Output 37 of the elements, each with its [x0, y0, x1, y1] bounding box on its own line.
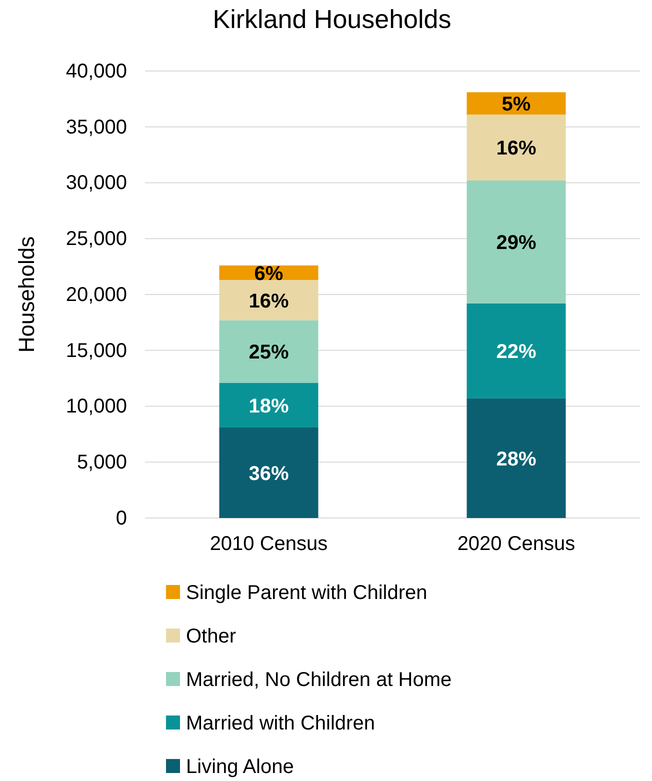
x-tick-label: 2010 Census: [210, 533, 328, 556]
bar: [219, 280, 318, 320]
y-tick-label: 25,000: [66, 228, 127, 250]
annotation: 36%: [248, 462, 289, 485]
bar: [466, 114, 566, 181]
legend-label: Married with Children: [186, 712, 375, 735]
annotation: 18%: [248, 395, 289, 418]
bar: [466, 180, 566, 304]
x-tick-label: 2020 Census: [457, 533, 576, 556]
bar: [466, 92, 566, 115]
legend-label: Other: [186, 626, 236, 648]
y-tick-label: 0: [116, 507, 127, 530]
y-tick-label: 35,000: [66, 116, 127, 138]
y-tick-label: 10,000: [66, 396, 127, 418]
y-tick-label: 5,000: [76, 452, 127, 474]
annotation: 29%: [496, 232, 536, 254]
y-tick-label: 20,000: [66, 284, 127, 306]
annotation: 5%: [502, 94, 531, 116]
y-tick-label: 15,000: [66, 340, 127, 362]
bar: [466, 398, 566, 518]
bar: [466, 303, 566, 398]
annotation: 16%: [496, 138, 536, 160]
legend-label: Living Alone: [186, 756, 294, 778]
annotation: 22%: [496, 341, 536, 364]
annotation: 28%: [496, 448, 536, 470]
legend-label: Single Parent with Children: [186, 582, 428, 604]
bar: [219, 320, 318, 383]
chart-title: Kirkland Households: [212, 4, 452, 34]
annotation: 16%: [248, 290, 289, 312]
y-tick-label: 40,000: [66, 60, 127, 82]
annotation: 6%: [254, 262, 284, 285]
annotation: 25%: [248, 342, 289, 364]
bar: [219, 382, 318, 428]
bar: [219, 427, 318, 518]
y-tick-label: 30,000: [66, 172, 127, 194]
y-axis-title: Households: [14, 236, 39, 353]
legend-label: Married, No Children at Home: [186, 669, 452, 692]
